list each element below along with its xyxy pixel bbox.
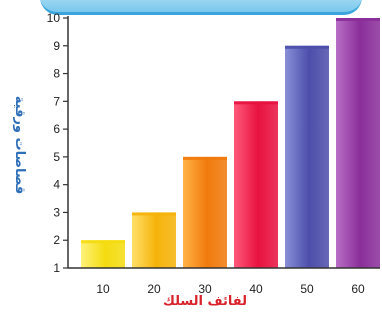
bar-cap-10 (81, 240, 125, 244)
x-axis-title: لفائف السلك (163, 294, 247, 309)
y-tick-label: 6 (53, 122, 60, 136)
bar-cap-50 (285, 45, 329, 49)
y-tick-label: 8 (53, 67, 60, 81)
bar-cap-20 (132, 212, 176, 216)
bar-60 (336, 18, 380, 268)
bar-cap-40 (234, 101, 278, 105)
x-tick-label: 30 (198, 282, 212, 296)
bar-50 (285, 45, 329, 269)
x-tick-label: 40 (249, 282, 263, 296)
x-tick-label: 50 (300, 282, 314, 296)
bar-cap-30 (183, 156, 227, 160)
y-tick-label: 10 (47, 11, 61, 25)
axes-group (63, 16, 380, 269)
bar-10 (81, 240, 125, 268)
x-tick-label: 60 (351, 282, 365, 296)
y-tick-label: 3 (53, 205, 60, 219)
y-tick-label: 4 (53, 178, 60, 192)
y-tick-label: 1 (53, 261, 60, 275)
header-banner (40, 0, 362, 15)
y-tick-label: 5 (53, 150, 60, 164)
x-tick-label: 20 (147, 282, 161, 296)
bars-group (81, 18, 380, 269)
bar-20 (132, 212, 176, 268)
bar-30 (183, 156, 227, 268)
x-tick-label: 10 (96, 282, 110, 296)
bar-40 (234, 101, 278, 268)
bar-cap-60 (336, 18, 380, 21)
y-tick-label: 9 (53, 39, 60, 53)
y-tick-label: 7 (53, 94, 60, 108)
y-tick-label: 2 (53, 233, 60, 247)
y-axis-title: قصاصات ورقية (12, 96, 27, 195)
tick-labels-group: 1 2 3 4 5 6 7 8 9 10 10 20 30 40 50 60 (47, 11, 365, 296)
